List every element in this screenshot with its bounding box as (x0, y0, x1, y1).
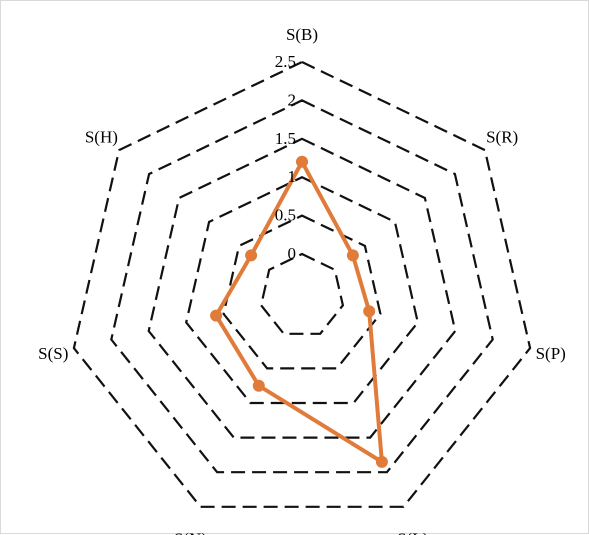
tick-label: 1.5 (275, 129, 296, 148)
category-label-sh: S(H) (85, 127, 118, 146)
tick-label: 0 (288, 244, 297, 263)
grid-ring-4 (110, 99, 494, 474)
series-layer (210, 155, 388, 468)
data-point-sp[interactable] (363, 305, 376, 318)
data-point-sl[interactable] (375, 455, 388, 468)
category-label-sl: S(L) (397, 530, 428, 535)
category-label-sp: S(P) (536, 344, 566, 363)
grid-ring-0 (259, 252, 345, 335)
tick-label: 2 (288, 90, 297, 109)
data-point-sr[interactable] (346, 249, 359, 262)
category-labels: S(B) S(R) S(P) S(L) S(N) S(S) S(H) (38, 25, 566, 535)
tick-labels: 0 0.5 1 1.5 2 2.5 (275, 52, 296, 263)
tick-label: 0.5 (275, 206, 296, 225)
category-label-sb: S(B) (286, 25, 318, 44)
data-point-sh[interactable] (245, 249, 258, 262)
tick-label: 1 (288, 167, 297, 186)
grid-ring-3 (147, 137, 457, 439)
grid-ring-2 (185, 175, 419, 405)
grid-ring-5 (72, 60, 532, 508)
category-label-sn: S(N) (174, 530, 207, 535)
grid-ring-1 (222, 214, 382, 370)
data-point-sb[interactable] (296, 155, 308, 168)
series-line-0 (214, 159, 384, 464)
radar-grid (72, 60, 532, 508)
category-label-ss: S(S) (38, 344, 68, 363)
category-label-sr: S(R) (486, 127, 518, 146)
tick-label: 2.5 (275, 52, 296, 71)
data-point-sn[interactable] (252, 379, 265, 392)
data-point-ss[interactable] (210, 309, 223, 322)
